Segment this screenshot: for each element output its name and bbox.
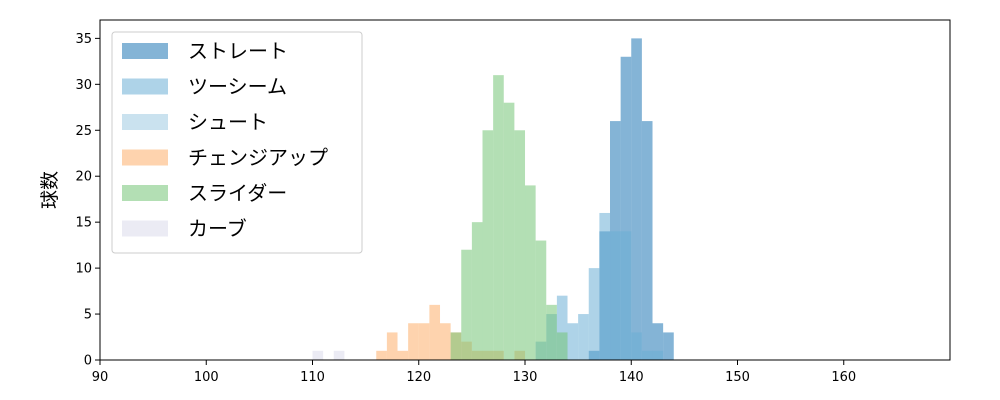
x-tick-label: 90	[92, 370, 109, 385]
histogram-bar	[610, 231, 621, 360]
legend-label: ストレート	[188, 39, 288, 63]
legend-label: スライダー	[188, 181, 287, 205]
histogram-bar	[514, 130, 526, 360]
histogram-bar	[397, 350, 409, 360]
y-tick-label: 5	[84, 308, 92, 323]
y-tick-label: 20	[75, 170, 92, 185]
histogram-bar	[631, 38, 642, 360]
y-tick-label: 30	[75, 78, 92, 93]
histogram-bar	[333, 350, 345, 360]
histogram-bar	[493, 75, 504, 360]
histogram-bar	[450, 332, 462, 360]
x-tick-label: 130	[513, 370, 538, 385]
y-tick-label: 15	[75, 216, 92, 231]
legend-label: シュート	[188, 110, 268, 134]
legend-frame	[111, 31, 363, 254]
histogram-bar	[546, 304, 557, 360]
histogram-bar	[652, 323, 664, 360]
x-tick-label: 140	[619, 370, 644, 385]
legend-swatch	[122, 185, 168, 201]
histogram-bar	[599, 212, 611, 360]
histogram-bar	[556, 295, 568, 360]
legend-label: チェンジアップ	[188, 146, 328, 170]
x-tick-label: 100	[194, 370, 219, 385]
histogram-bar	[641, 121, 653, 360]
histogram-bar	[620, 56, 632, 360]
bars-layer	[312, 38, 674, 360]
histogram-bar	[525, 185, 536, 360]
legend-swatch	[122, 78, 168, 95]
legend-label: ツーシーム	[188, 75, 287, 99]
histogram-bar	[631, 332, 642, 360]
histogram-bar	[471, 222, 483, 360]
x-tick-label: 150	[725, 370, 750, 385]
histogram-bar	[556, 332, 568, 360]
histogram-bar	[535, 240, 547, 360]
histogram-bar	[578, 314, 589, 360]
histogram-bar	[663, 332, 674, 360]
y-axis-label: 球数	[39, 171, 61, 209]
legend-swatch	[122, 149, 168, 166]
histogram-bar	[641, 350, 653, 360]
histogram-bar	[482, 130, 494, 360]
histogram-bar	[588, 268, 600, 360]
legend-swatch	[122, 114, 168, 130]
x-tick-label: 110	[300, 370, 325, 385]
histogram-bar	[386, 332, 398, 360]
y-axis: 0 5 10 15 20 25 30 35	[75, 32, 100, 369]
histogram-bar	[376, 350, 387, 360]
legend-swatch	[122, 220, 168, 237]
histogram-bar	[567, 323, 579, 360]
legend-swatch	[122, 43, 168, 59]
legend-label: カーブ	[188, 217, 247, 241]
x-tick-label: 160	[831, 370, 856, 385]
histogram-bar	[408, 323, 419, 360]
histogram-bar	[652, 350, 664, 360]
y-tick-label: 25	[75, 124, 92, 139]
y-tick-label: 10	[75, 262, 92, 277]
histogram-bar	[503, 102, 515, 360]
x-axis: 90 100 110 120 130 140 150 160	[92, 360, 856, 385]
histogram-bar	[461, 249, 472, 360]
y-tick-label: 35	[75, 32, 92, 47]
histogram-bar	[418, 323, 430, 360]
x-tick-label: 120	[406, 370, 431, 385]
histogram-bar	[620, 231, 632, 360]
histogram-bar	[312, 350, 324, 360]
histogram-bar	[429, 304, 441, 360]
histogram-bar	[440, 323, 451, 360]
y-tick-label: 0	[84, 354, 92, 369]
